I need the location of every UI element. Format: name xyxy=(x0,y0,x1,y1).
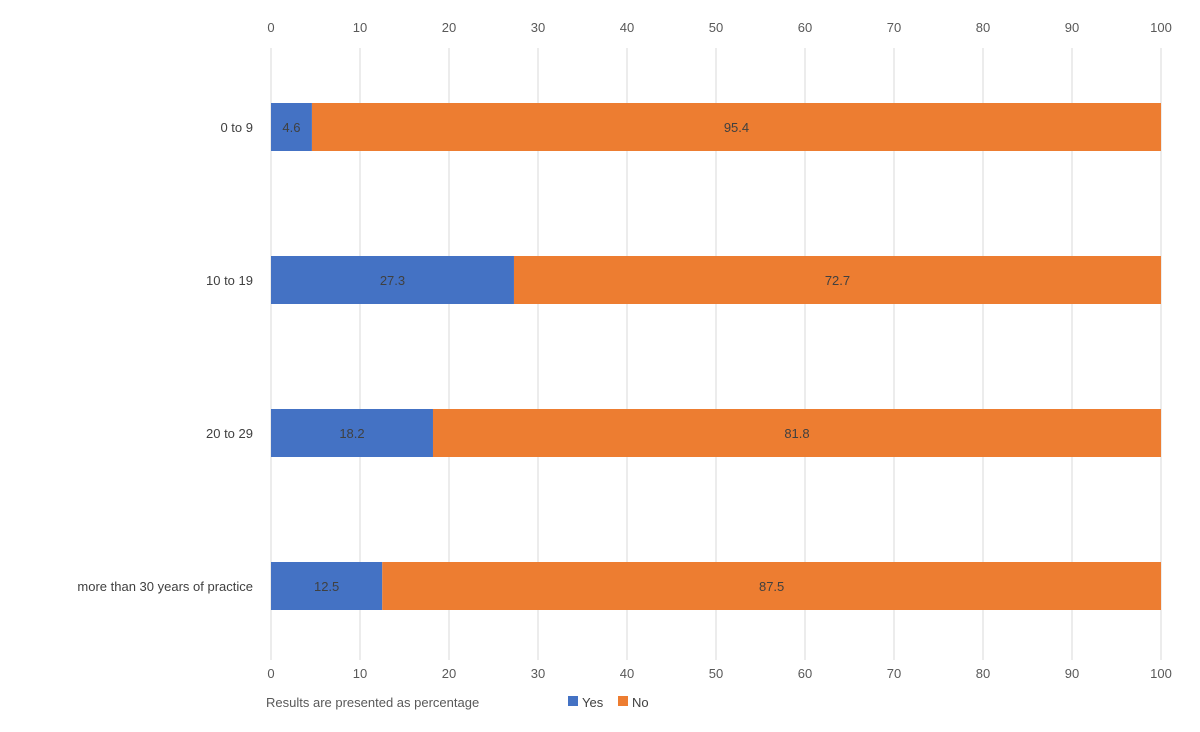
bar-no xyxy=(382,562,1161,610)
data-label-yes: 12.5 xyxy=(314,579,339,594)
data-label-no: 95.4 xyxy=(724,120,749,135)
legend: Results are presented as percentage Yes … xyxy=(266,695,649,710)
data-labels: 4.6 95.4 27.3 72.7 18.2 81.8 12.5 87.5 xyxy=(282,120,850,594)
category-label: 10 to 19 xyxy=(206,273,253,288)
legend-swatch-yes xyxy=(568,696,578,706)
x-tick-label-bottom: 30 xyxy=(531,666,545,681)
bars xyxy=(271,103,1162,610)
x-tick-label-bottom: 10 xyxy=(353,666,367,681)
legend-note: Results are presented as percentage xyxy=(266,695,479,710)
bar-no xyxy=(432,409,1162,457)
x-tick-label-top: 100 xyxy=(1150,20,1172,35)
x-axis-top: 0 10 20 30 40 50 60 70 80 90 100 xyxy=(267,20,1171,35)
category-label: 20 to 29 xyxy=(206,426,253,441)
x-tick-label-top: 80 xyxy=(976,20,990,35)
y-axis-categories: 0 to 9 10 to 19 20 to 29 more than 30 years… xyxy=(77,120,253,594)
x-tick-label-bottom: 40 xyxy=(620,666,634,681)
x-tick-label-bottom: 100 xyxy=(1150,666,1172,681)
category-label: 0 to 9 xyxy=(220,120,253,135)
bar-yes xyxy=(271,103,312,151)
x-axis-bottom: 0 10 20 30 40 50 60 70 80 90 100 xyxy=(267,666,1171,681)
data-label-no: 72.7 xyxy=(825,273,850,288)
x-tick-label-top: 40 xyxy=(620,20,634,35)
x-tick-label-top: 30 xyxy=(531,20,545,35)
x-tick-label-bottom: 0 xyxy=(267,666,274,681)
data-label-yes: 27.3 xyxy=(380,273,405,288)
x-tick-label-top: 10 xyxy=(353,20,367,35)
x-tick-label-top: 20 xyxy=(442,20,456,35)
data-label-yes: 4.6 xyxy=(282,120,300,135)
x-tick-label-top: 0 xyxy=(267,20,274,35)
bar-yes xyxy=(271,256,514,304)
data-label-yes: 18.2 xyxy=(339,426,364,441)
category-label: more than 30 years of practice xyxy=(77,579,253,594)
x-tick-label-bottom: 70 xyxy=(887,666,901,681)
x-tick-label-top: 90 xyxy=(1065,20,1079,35)
x-tick-label-top: 50 xyxy=(709,20,723,35)
x-tick-label-bottom: 80 xyxy=(976,666,990,681)
x-tick-label-top: 60 xyxy=(798,20,812,35)
x-tick-label-top: 70 xyxy=(887,20,901,35)
legend-label-yes: Yes xyxy=(582,695,604,710)
bar-yes xyxy=(271,409,433,457)
legend-swatch-no xyxy=(618,696,628,706)
x-tick-label-bottom: 50 xyxy=(709,666,723,681)
legend-label-no: No xyxy=(632,695,649,710)
x-tick-label-bottom: 60 xyxy=(798,666,812,681)
x-tick-label-bottom: 20 xyxy=(442,666,456,681)
bar-no xyxy=(513,256,1161,304)
bar-yes xyxy=(271,562,383,610)
data-label-no: 81.8 xyxy=(784,426,809,441)
x-tick-label-bottom: 90 xyxy=(1065,666,1079,681)
data-label-no: 87.5 xyxy=(759,579,784,594)
bar-no xyxy=(311,103,1161,151)
